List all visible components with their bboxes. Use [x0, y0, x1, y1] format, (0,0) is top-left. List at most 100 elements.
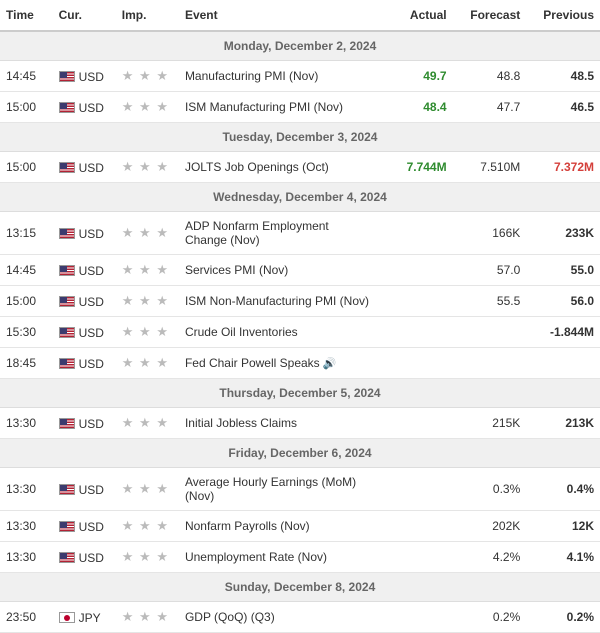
- cell-currency: JPY: [53, 602, 116, 633]
- cell-currency: USD: [53, 348, 116, 379]
- cell-actual: [379, 602, 453, 633]
- header-actual[interactable]: Actual: [379, 0, 453, 31]
- us-flag-icon: [59, 228, 75, 239]
- cell-time: 13:15: [0, 212, 53, 255]
- table-row[interactable]: 23:50JPY★ ★ ★GDP (QoQ) (Q3)0.2%0.2%: [0, 602, 600, 633]
- cell-forecast: 48.8: [453, 61, 527, 92]
- header-forecast[interactable]: Forecast: [453, 0, 527, 31]
- currency-code: USD: [79, 160, 104, 174]
- cell-importance: ★ ★ ★: [116, 602, 179, 633]
- currency-code: USD: [79, 519, 104, 533]
- cell-forecast: 215K: [453, 408, 527, 439]
- table-row[interactable]: 15:00USD★ ★ ★ISM Manufacturing PMI (Nov)…: [0, 92, 600, 123]
- cell-importance: ★ ★ ★: [116, 255, 179, 286]
- star-icon: ★ ★ ★: [122, 225, 169, 240]
- cell-importance: ★ ★ ★: [116, 286, 179, 317]
- cell-event[interactable]: Crude Oil Inventories: [179, 317, 379, 348]
- day-header-row: Wednesday, December 4, 2024: [0, 183, 600, 212]
- star-icon: ★ ★ ★: [122, 324, 169, 339]
- table-row[interactable]: 18:45 USD ★ ★ ★ Fed Chair Powell Speaks🔊: [0, 348, 600, 379]
- cell-event[interactable]: Unemployment Rate (Nov): [179, 542, 379, 573]
- currency-code: USD: [79, 69, 104, 83]
- cell-currency: USD: [53, 468, 116, 511]
- star-icon: ★ ★ ★: [122, 262, 169, 277]
- cell-importance: ★ ★ ★: [116, 511, 179, 542]
- cell-time: 15:00: [0, 152, 53, 183]
- us-flag-icon: [59, 358, 75, 369]
- cell-event[interactable]: ADP Nonfarm Employment Change (Nov): [179, 212, 379, 255]
- cell-previous: 55.0: [526, 255, 600, 286]
- day-header-label: Tuesday, December 3, 2024: [0, 123, 600, 152]
- currency-code: USD: [79, 226, 104, 240]
- header-cur[interactable]: Cur.: [53, 0, 116, 31]
- cell-previous: 56.0: [526, 286, 600, 317]
- star-icon: ★ ★ ★: [122, 355, 169, 370]
- cell-event[interactable]: Average Hourly Earnings (MoM) (Nov): [179, 468, 379, 511]
- cell-importance: ★ ★ ★: [116, 92, 179, 123]
- table-row[interactable]: 14:45USD★ ★ ★Services PMI (Nov)57.055.0: [0, 255, 600, 286]
- us-flag-icon: [59, 484, 75, 495]
- cell-currency: USD: [53, 61, 116, 92]
- table-row[interactable]: 14:45USD★ ★ ★Manufacturing PMI (Nov)49.7…: [0, 61, 600, 92]
- currency-code: USD: [79, 263, 104, 277]
- us-flag-icon: [59, 102, 75, 113]
- star-icon: ★ ★ ★: [122, 159, 169, 174]
- cell-event[interactable]: Fed Chair Powell Speaks🔊: [179, 348, 379, 379]
- cell-previous: 0.4%: [526, 468, 600, 511]
- us-flag-icon: [59, 265, 75, 276]
- day-header-label: Friday, December 6, 2024: [0, 439, 600, 468]
- cell-importance: ★ ★ ★: [116, 468, 179, 511]
- table-row[interactable]: 13:30USD★ ★ ★Initial Jobless Claims215K2…: [0, 408, 600, 439]
- table-row[interactable]: 13:15 USD ★ ★ ★ ADP Nonfarm Employment Chan…: [0, 212, 600, 255]
- cell-importance: ★ ★ ★: [116, 542, 179, 573]
- currency-code: USD: [79, 550, 104, 564]
- cell-previous: -1.844M: [526, 317, 600, 348]
- cell-currency: USD: [53, 92, 116, 123]
- currency-code: USD: [79, 356, 104, 370]
- cell-importance: ★ ★ ★: [116, 317, 179, 348]
- header-event[interactable]: Event: [179, 0, 379, 31]
- cell-event[interactable]: GDP (QoQ) (Q3): [179, 602, 379, 633]
- cell-currency: USD: [53, 152, 116, 183]
- us-flag-icon: [59, 162, 75, 173]
- cell-event[interactable]: Nonfarm Payrolls (Nov): [179, 511, 379, 542]
- day-header-row: Friday, December 6, 2024: [0, 439, 600, 468]
- cell-previous: 12K: [526, 511, 600, 542]
- header-previous[interactable]: Previous: [526, 0, 600, 31]
- table-row[interactable]: 13:30USD★ ★ ★Nonfarm Payrolls (Nov)202K1…: [0, 511, 600, 542]
- jp-flag-icon: [59, 612, 75, 623]
- cell-importance: ★ ★ ★: [116, 61, 179, 92]
- table-row[interactable]: 13:30USD★ ★ ★Average Hourly Earnings (Mo…: [0, 468, 600, 511]
- cell-time: 15:00: [0, 92, 53, 123]
- cell-event[interactable]: Initial Jobless Claims: [179, 408, 379, 439]
- table-row[interactable]: 13:30USD★ ★ ★Unemployment Rate (Nov)4.2%…: [0, 542, 600, 573]
- cell-event[interactable]: Services PMI (Nov): [179, 255, 379, 286]
- cell-actual: 7.744M: [379, 152, 453, 183]
- day-header-row: Monday, December 2, 2024: [0, 31, 600, 61]
- header-imp[interactable]: Imp.: [116, 0, 179, 31]
- cell-event[interactable]: ISM Non-Manufacturing PMI (Nov): [179, 286, 379, 317]
- day-header-label: Thursday, December 5, 2024: [0, 379, 600, 408]
- cell-actual: [379, 542, 453, 573]
- currency-code: USD: [79, 294, 104, 308]
- table-row[interactable]: 15:00USD★ ★ ★ISM Non-Manufacturing PMI (…: [0, 286, 600, 317]
- cell-event[interactable]: Manufacturing PMI (Nov): [179, 61, 379, 92]
- table-row[interactable]: 15:30USD★ ★ ★Crude Oil Inventories-1.844…: [0, 317, 600, 348]
- cell-actual: 48.4: [379, 92, 453, 123]
- cell-currency: USD: [53, 212, 116, 255]
- cell-actual: [379, 511, 453, 542]
- table-row[interactable]: 15:00 USD ★ ★ ★ JOLTS Job Openings (Oct)7.7…: [0, 152, 600, 183]
- currency-code: JPY: [79, 610, 101, 624]
- cell-time: 14:45: [0, 61, 53, 92]
- cell-currency: USD: [53, 511, 116, 542]
- cell-time: 14:45: [0, 255, 53, 286]
- us-flag-icon: [59, 296, 75, 307]
- cell-time: 23:50: [0, 602, 53, 633]
- cell-currency: USD: [53, 408, 116, 439]
- header-time[interactable]: Time: [0, 0, 53, 31]
- cell-event[interactable]: ISM Manufacturing PMI (Nov): [179, 92, 379, 123]
- header-row: Time Cur. Imp. Event Actual Forecast Pre…: [0, 0, 600, 31]
- cell-time: 18:45: [0, 348, 53, 379]
- cell-importance: ★ ★ ★: [116, 152, 179, 183]
- cell-event[interactable]: JOLTS Job Openings (Oct): [179, 152, 379, 183]
